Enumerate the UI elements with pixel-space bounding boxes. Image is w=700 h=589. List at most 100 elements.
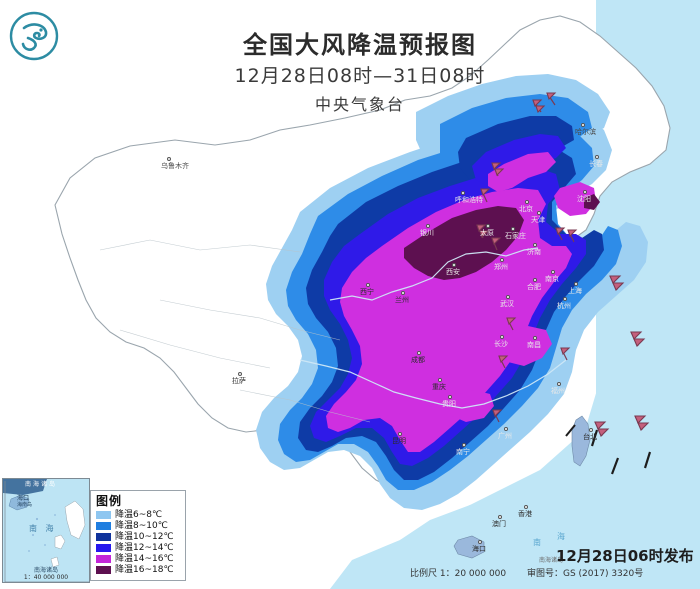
province-boundaries: [99, 239, 371, 423]
city-label: 澳门: [492, 520, 506, 528]
city-marker-dot: [401, 291, 405, 295]
city-label: 武汉: [500, 300, 514, 308]
legend-item-label: 降温14~16℃: [115, 553, 174, 564]
city-marker-dot: [525, 200, 529, 204]
city-label: 海口: [472, 545, 486, 553]
city-label: 西安: [446, 268, 460, 276]
city-label: 上海: [568, 287, 582, 295]
city-marker-dot: [500, 258, 504, 262]
city-marker-dot: [574, 282, 578, 286]
sea-label: 南: [533, 538, 543, 547]
city-label: 沈阳: [577, 195, 591, 203]
inset-header-text: 南海诸岛: [25, 481, 58, 488]
legend-title: 图例: [96, 494, 123, 508]
city-label: 福州: [551, 387, 565, 395]
river-layer: [299, 247, 567, 409]
city-label: 乌鲁木齐: [161, 162, 189, 170]
city-label: 哈尔滨: [575, 128, 596, 136]
city-marker-dot: [551, 270, 555, 274]
city-marker-dot: [583, 190, 587, 194]
legend-item: 降温16~18℃: [96, 565, 181, 575]
city-label: 长春: [589, 160, 603, 168]
city-marker-dot: [563, 297, 567, 301]
inset-island-hainan: 海南岛: [17, 502, 33, 508]
city-marker-dot: [238, 372, 242, 376]
inset-region-label: 南海诸岛: [33, 567, 58, 574]
city-label: 郑州: [494, 263, 508, 271]
city-label: 拉萨: [232, 377, 246, 385]
legend-item-label: 降温12~14℃: [115, 542, 174, 553]
city-marker-dot: [167, 157, 171, 161]
legend-item: 降温12~14℃: [96, 543, 181, 553]
city-marker-dot: [462, 443, 466, 447]
issue-time-label: 12月28日06时发布: [556, 547, 694, 565]
map-approval-label: 审图号：GS (2017) 3320号: [527, 569, 644, 579]
city-label: 南京: [545, 275, 559, 283]
city-label: 台北: [583, 433, 597, 441]
city-marker-dot: [506, 295, 510, 299]
city-label: 西宁: [360, 288, 374, 296]
legend-color-swatch: [96, 566, 111, 574]
city-label: 北京: [519, 205, 533, 213]
city-marker-dot: [557, 382, 561, 386]
city-label: 济南: [527, 248, 541, 256]
city-label: 杭州: [557, 302, 571, 310]
city-marker-dot: [500, 335, 504, 339]
city-label: 南宁: [456, 448, 470, 456]
legend-color-swatch: [96, 544, 111, 552]
city-label: 兰州: [395, 296, 409, 304]
city-label: 呼和浩特: [455, 196, 483, 204]
city-label: 合肥: [527, 283, 541, 291]
city-marker-dot: [537, 211, 541, 215]
city-marker-dot: [581, 123, 585, 127]
city-label: 成都: [411, 356, 425, 364]
legend-item-label: 降温8~10℃: [115, 520, 168, 531]
wind-barb-group: [476, 92, 652, 475]
city-label: 银川: [420, 229, 434, 237]
city-marker-dot: [398, 432, 402, 436]
city-label: 天津: [531, 216, 545, 224]
city-marker-dot: [511, 227, 515, 231]
city-marker-dot: [589, 428, 593, 432]
legend-rows: 降温6~8℃ 降温8~10℃ 降温10~12℃ 降温12~14℃ 降温14~16℃ 降温1…: [96, 510, 181, 575]
city-label: 昆明: [392, 437, 406, 445]
legend-item: 降温8~10℃: [96, 521, 181, 531]
legend-item-label: 降温16~18℃: [115, 564, 174, 575]
legend-color-swatch: [96, 555, 111, 563]
city-marker-dot: [448, 395, 452, 399]
city-marker-dot: [533, 336, 537, 340]
city-marker-dot: [366, 283, 370, 287]
footer-meta: 比例尺 1：20 000 000 审图号：GS (2017) 3320号: [410, 566, 661, 579]
city-marker-dot: [438, 378, 442, 382]
map-scale-label: 比例尺 1：20 000 000: [410, 569, 507, 579]
legend-item: 降温14~16℃: [96, 554, 181, 564]
city-label: 石家庄: [505, 232, 526, 240]
legend-item-label: 降温10~12℃: [115, 531, 174, 542]
city-marker-dot: [498, 515, 502, 519]
south-china-sea-inset-map: 南海诸岛 海口 海南岛 南 海 南海诸岛 1：40 000 000: [2, 478, 90, 583]
city-marker-dot: [417, 351, 421, 355]
inset-sea-label: 南 海: [29, 524, 57, 533]
city-marker-dot: [452, 263, 456, 267]
inset-city-haikou: 海口: [17, 495, 30, 502]
cma-dragon-logo-icon: [8, 10, 60, 62]
legend-color-swatch: [96, 533, 111, 541]
inset-scale-label: 1：40 000 000: [23, 574, 69, 581]
city-marker-dot: [478, 540, 482, 544]
legend-item: 降温10~12℃: [96, 532, 181, 542]
city-label: 南昌: [527, 341, 541, 349]
taiwan-island: [571, 415, 591, 467]
sea-label: 海: [557, 532, 567, 541]
city-marker-dot: [533, 243, 537, 247]
city-marker-dot: [504, 427, 508, 431]
city-label: 广州: [498, 432, 512, 440]
legend-color-swatch: [96, 522, 111, 530]
region-label: 南海诸岛: [539, 557, 564, 564]
city-marker-dot: [426, 224, 430, 228]
city-label: 重庆: [432, 383, 446, 391]
city-marker-dot: [524, 505, 528, 509]
city-label: 贵阳: [442, 400, 456, 408]
city-label: 太原: [480, 229, 494, 237]
